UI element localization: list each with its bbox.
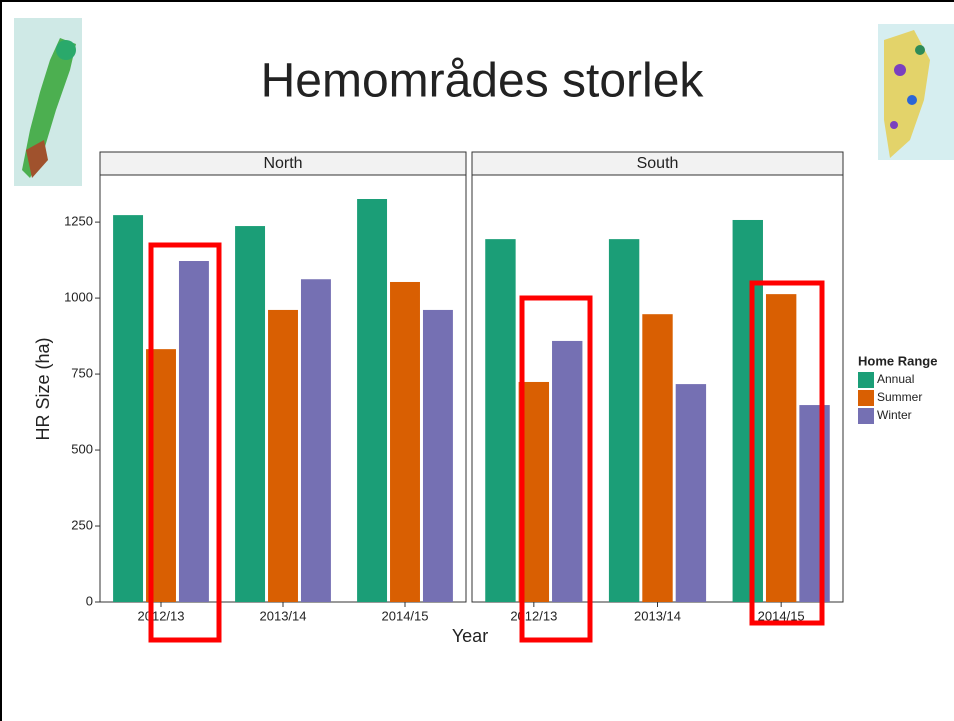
bar xyxy=(423,310,453,602)
bar xyxy=(268,310,298,602)
bar xyxy=(799,405,829,602)
legend-label: Winter xyxy=(877,408,912,422)
y-tick-label: 1000 xyxy=(64,290,93,305)
map-left xyxy=(14,18,82,186)
bar xyxy=(179,261,209,602)
facet-title: South xyxy=(637,155,679,172)
y-tick-label: 1250 xyxy=(64,214,93,229)
facet-title: North xyxy=(263,155,302,172)
bar xyxy=(766,294,796,602)
legend-key xyxy=(858,390,874,406)
bar xyxy=(733,220,763,602)
x-tick-label: 2012/13 xyxy=(138,608,185,623)
bar xyxy=(357,199,387,602)
x-tick-label: 2014/15 xyxy=(382,608,429,623)
y-tick-label: 0 xyxy=(86,593,93,608)
x-tick-label: 2012/13 xyxy=(510,608,557,623)
legend-key xyxy=(858,372,874,388)
x-tick-label: 2013/14 xyxy=(634,608,681,623)
slide: Hemområdes storlek Year HR Size (ha) Hom… xyxy=(0,0,954,721)
legend-title: Home Range xyxy=(858,353,937,368)
legend-key xyxy=(858,408,874,424)
y-tick-label: 750 xyxy=(71,366,93,381)
bar xyxy=(113,215,143,602)
bar xyxy=(301,279,331,602)
map-right xyxy=(878,24,954,160)
y-tick-label: 500 xyxy=(71,441,93,456)
bar xyxy=(235,226,265,602)
y-axis-label: HR Size (ha) xyxy=(33,337,53,440)
bar xyxy=(642,314,672,602)
slide-title: Hemområdes storlek xyxy=(261,55,705,108)
bar xyxy=(552,341,582,602)
bar xyxy=(390,282,420,602)
legend-label: Annual xyxy=(877,372,914,386)
bar xyxy=(676,384,706,602)
legend-label: Summer xyxy=(877,390,922,404)
bar xyxy=(609,239,639,602)
bar xyxy=(485,239,515,602)
x-tick-label: 2013/14 xyxy=(260,608,307,623)
y-tick-label: 250 xyxy=(71,517,93,532)
x-axis-label: Year xyxy=(452,626,488,646)
